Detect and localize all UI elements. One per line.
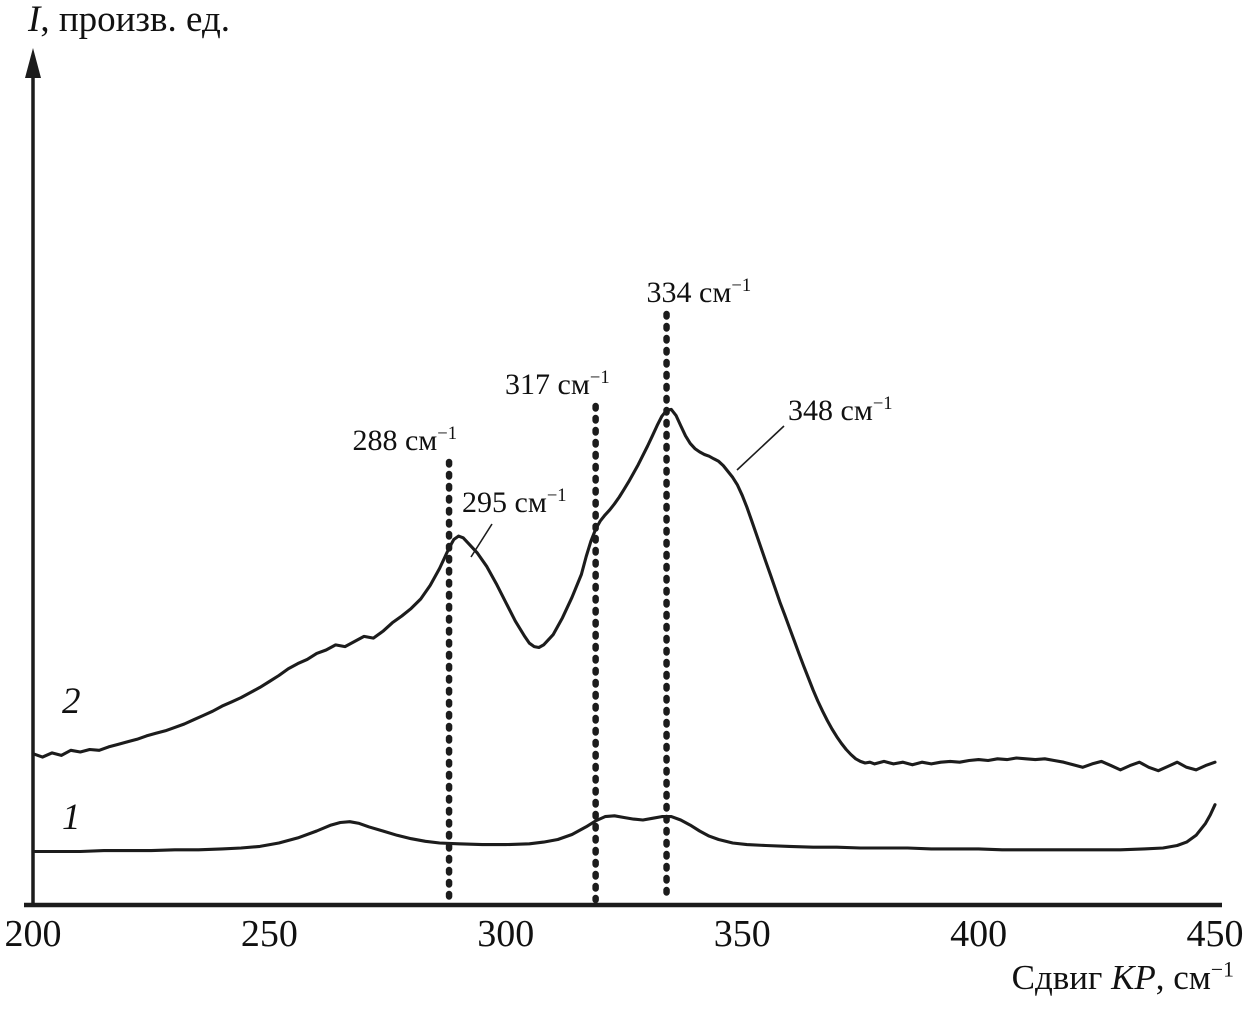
peak-label-superscript: −1 (872, 393, 893, 414)
spectrum-curve-2 (31, 407, 1217, 773)
leader-line-348 (736, 425, 785, 471)
peak-label-superscript: −1 (437, 423, 458, 444)
x-tick-label-350: 350 (713, 913, 771, 955)
peak-label-text: 334 см (646, 276, 732, 309)
curve-label-2: 2 (62, 681, 81, 722)
peak-annotation-317: 317 см−1 (505, 368, 610, 402)
x-tick-label-450: 450 (1186, 913, 1244, 955)
x-tick-label-300: 300 (477, 913, 535, 955)
x-tick-label-400: 400 (950, 913, 1008, 955)
peak-annotation-295: 295 см−1 (462, 486, 567, 520)
x-tick-label-200: 200 (4, 913, 62, 955)
spectrum-curve-1 (31, 803, 1217, 854)
peak-annotation-334: 334 см−1 (647, 276, 752, 310)
peak-label-text: 288 см (352, 424, 438, 457)
peak-label-superscript: −1 (589, 367, 610, 388)
y-axis-title: I, произв. ед. (28, 0, 230, 41)
peak-label-text: 295 см (462, 486, 547, 519)
peak-annotation-348: 348 см−1 (788, 394, 893, 428)
x-axis-label: Сдвиг КР, см−1 (1012, 958, 1234, 998)
y-axis-arrowhead (25, 48, 41, 78)
x-axis-label-sup: −1 (1210, 957, 1234, 982)
x-axis-label-units: , см (1155, 958, 1211, 997)
peak-label-superscript: −1 (731, 275, 752, 296)
y-axis-units: , произв. ед. (40, 0, 231, 40)
y-axis-symbol: I (28, 0, 41, 40)
peak-label-superscript: −1 (546, 485, 567, 506)
x-axis-label-prefix: Сдвиг (1011, 958, 1112, 997)
peak-label-text: 317 см (505, 368, 590, 401)
x-axis-label-symbol: КР (1111, 958, 1156, 997)
x-tick-label-250: 250 (240, 913, 298, 955)
peak-annotation-288: 288 см−1 (352, 424, 457, 458)
leader-line-295 (470, 523, 493, 558)
peak-label-text: 348 см (788, 394, 873, 427)
curve-label-1: 1 (62, 797, 81, 838)
